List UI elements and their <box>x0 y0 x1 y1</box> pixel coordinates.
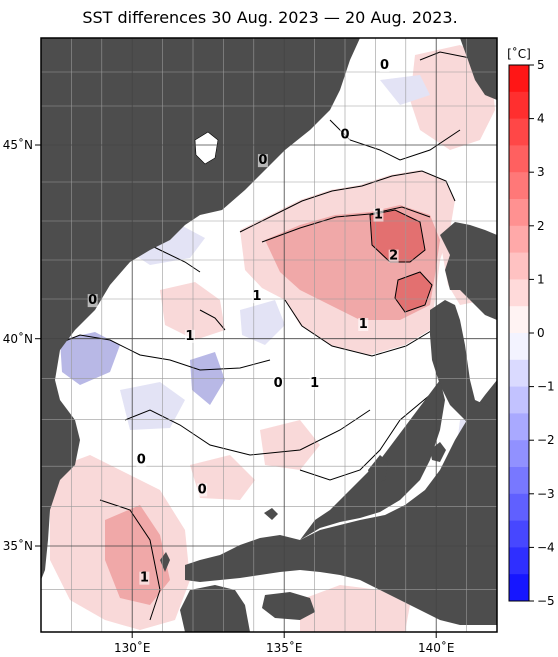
colorbar-segment <box>509 306 529 334</box>
contour-label-bg <box>309 376 320 390</box>
contour-label: 1 <box>310 376 319 391</box>
contour-label: 0 <box>340 128 349 143</box>
contour-label-bg <box>273 376 284 390</box>
contour-label-bg <box>257 154 268 168</box>
colorbar-label: −5 <box>537 594 555 608</box>
contour-label: 1 <box>185 329 194 344</box>
colorbar-label: 3 <box>537 165 545 179</box>
contour-label-bg <box>379 59 390 73</box>
contour-label: 0 <box>380 58 389 73</box>
contour-label-bg <box>388 249 399 263</box>
colorbar-segment <box>509 547 529 575</box>
colorbar-segment <box>509 145 529 173</box>
colorbar-segment <box>509 172 529 200</box>
contour-lines <box>54 51 491 621</box>
colorbar-labels: 5 4 3 2 1 0 −1 −2 −3 −4 −5 <box>529 58 555 608</box>
tick-marks <box>35 144 437 638</box>
y-tick-40: 40˚N <box>3 331 33 346</box>
colorbar-label: 5 <box>537 58 545 72</box>
colorbar-label: 4 <box>537 112 545 126</box>
contour-labels: 0 0 0 1 2 1 0 1 1 0 1 0 0 1 <box>87 58 399 586</box>
contour-label-bg <box>184 329 195 343</box>
colorbar-segment <box>509 65 529 93</box>
colorbar-segment <box>509 493 529 522</box>
colorbar-segment <box>509 91 529 120</box>
contour-label-bg <box>358 318 369 332</box>
map-frame <box>40 37 498 633</box>
colorbar-label: 0 <box>537 326 545 340</box>
graticule <box>41 38 497 632</box>
colorbar-label: −3 <box>537 487 555 501</box>
colorbar-label: −1 <box>537 380 555 394</box>
y-tick-45: 45˚N <box>3 137 33 152</box>
colorbar: [˚C] 5 4 3 2 1 0 −1 −2 −3 −4 −5 <box>507 46 555 608</box>
contour-label: 0 <box>258 153 267 168</box>
colorbar-segment <box>509 359 529 388</box>
colorbar-segment <box>509 118 529 146</box>
colorbar-label: −4 <box>537 540 555 554</box>
map-title: SST differences 30 Aug. 2023 — 20 Aug. 2… <box>82 8 458 27</box>
y-tick-35: 35˚N <box>3 538 33 553</box>
contour-label-bg <box>139 571 150 585</box>
contour-label: 1 <box>359 317 368 332</box>
colorbar-segment <box>509 440 529 468</box>
colorbar-unit: [˚C] <box>507 46 531 61</box>
contour-label-bg <box>87 294 98 308</box>
land <box>41 38 497 632</box>
lake-khanka <box>194 131 219 165</box>
contour-label: 1 <box>374 208 383 223</box>
major-graticule <box>41 38 497 632</box>
contour-label-bg <box>373 208 384 222</box>
contour-label: 0 <box>88 293 97 308</box>
colorbar-segment <box>509 386 529 414</box>
contour-label-bg <box>251 290 262 304</box>
x-tick-135: 135˚E <box>266 640 303 655</box>
contour-label: 2 <box>389 249 398 264</box>
colorbar-segment <box>509 333 529 361</box>
colorbar-label: 2 <box>537 219 545 233</box>
x-tick-130: 130˚E <box>114 640 151 655</box>
map-area: 0 0 0 1 2 1 0 1 1 0 1 0 0 1 <box>41 38 497 632</box>
contour-label-bg <box>197 483 208 497</box>
colorbar-segment <box>509 199 529 227</box>
contour-label: 1 <box>252 289 261 304</box>
colorbar-segments <box>509 65 529 602</box>
colorbar-label: 1 <box>537 272 545 286</box>
contour-label: 1 <box>140 571 149 586</box>
colorbar-segment <box>509 225 529 254</box>
colorbar-segment <box>509 252 529 280</box>
contour-label-bg <box>136 453 147 467</box>
contour-label: 0 <box>198 482 207 497</box>
contour-label: 0 <box>274 376 283 391</box>
contour-label-bg <box>340 128 350 142</box>
colorbar-segment <box>509 574 529 602</box>
x-tick-140: 140˚E <box>418 640 455 655</box>
contour-label: 0 <box>137 452 146 467</box>
colorbar-segment <box>509 467 529 495</box>
colorbar-segment <box>509 279 529 307</box>
colorbar-segment <box>509 520 529 548</box>
colorbar-label: −2 <box>537 433 555 447</box>
colorbar-segment <box>509 413 529 441</box>
